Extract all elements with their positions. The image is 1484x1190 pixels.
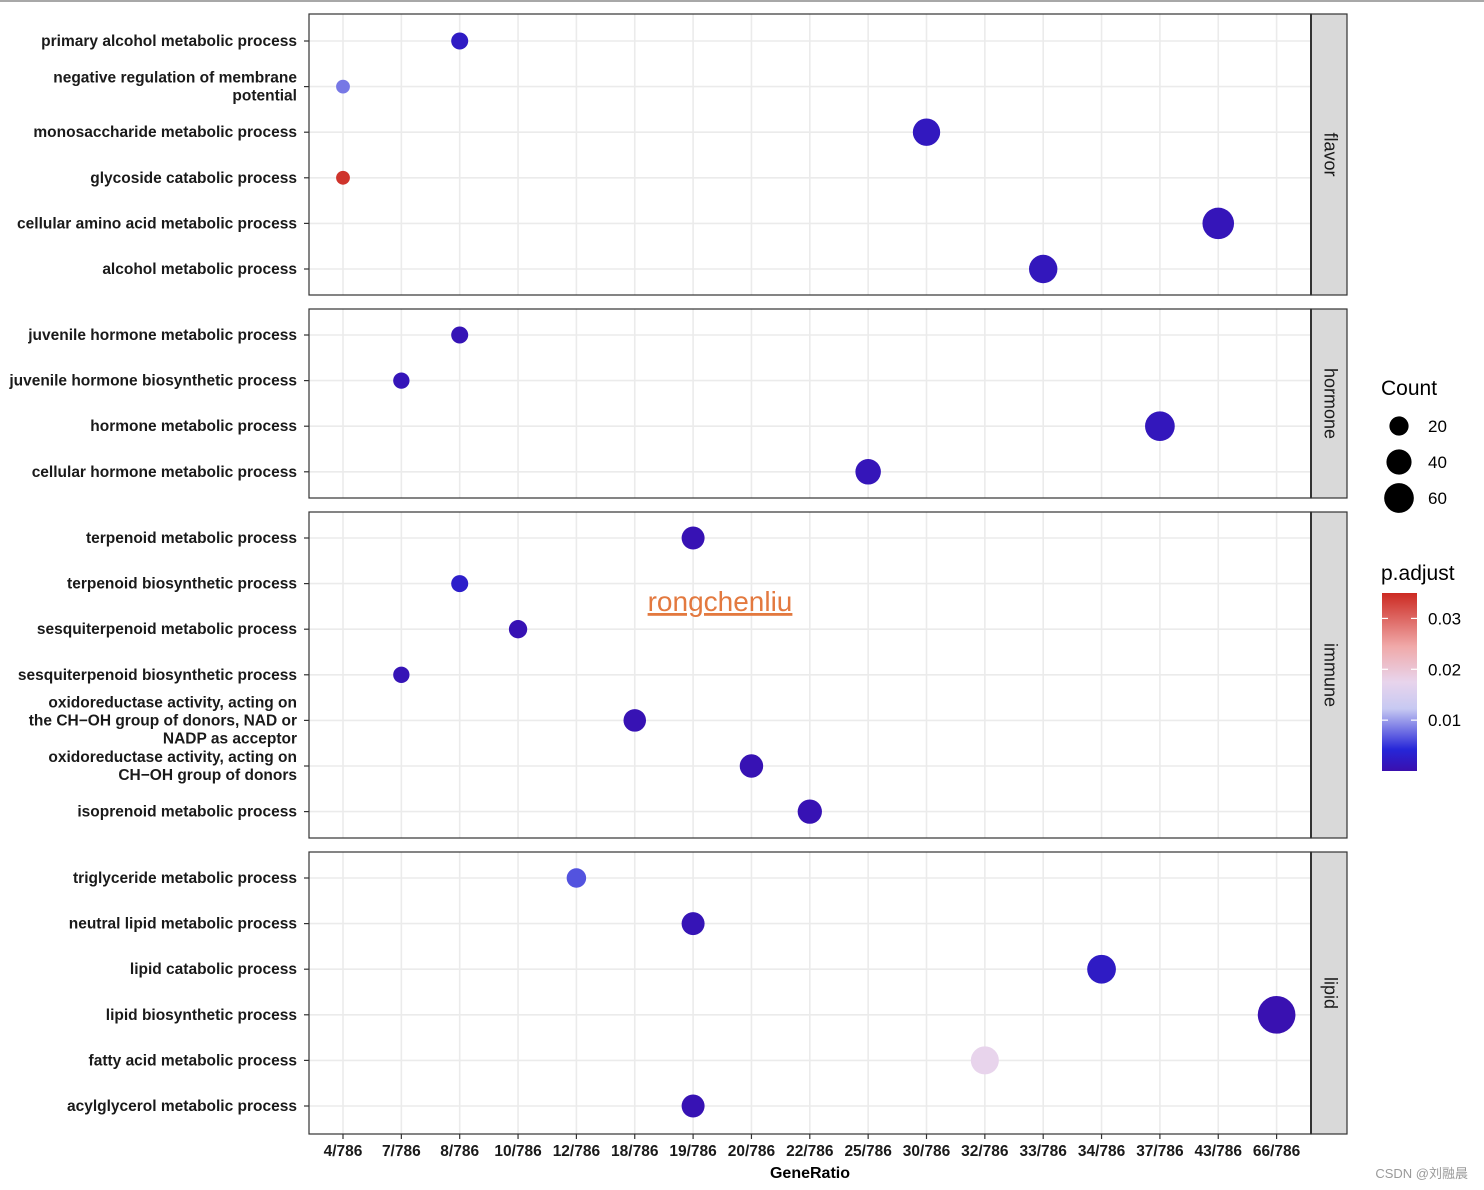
y-tick-label: lipid catabolic process [130, 961, 297, 978]
data-point [797, 799, 822, 824]
y-tick-label: fatty acid metabolic process [89, 1052, 297, 1069]
data-point [1028, 254, 1058, 284]
data-point [336, 79, 350, 94]
count-legend-label: 20 [1428, 417, 1447, 436]
count-legend-title: Count [1381, 377, 1437, 400]
data-point [681, 526, 705, 550]
x-tick-label: 33/786 [1019, 1143, 1067, 1160]
credit-text: CSDN @刘融晨 [1375, 1166, 1468, 1181]
x-tick-label: 10/786 [494, 1143, 542, 1160]
data-point [451, 575, 469, 593]
x-tick-label: 8/786 [440, 1143, 479, 1160]
y-tick-label: acylglycerol metabolic process [67, 1098, 297, 1115]
x-axis: 4/786 7/786 8/786 10/786 12/786 18/786 19/786 2… [324, 1134, 1301, 1160]
facet-strip-label: immune [1320, 643, 1340, 707]
data-point [739, 754, 764, 778]
p-adjust-legend-title: p.adjust [1381, 562, 1455, 585]
p-adjust-legend-label: 0.01 [1428, 711, 1461, 730]
count-legend-label: 60 [1428, 489, 1447, 508]
facet-panels: flavor primary alcohol metabolic process n… [8, 13, 1348, 1135]
data-point [393, 666, 410, 683]
facet-strip-label: flavor [1320, 132, 1340, 176]
y-tick-label: cellular amino acid metabolic process [17, 215, 297, 232]
y-tick-label: hormone metabolic process [90, 418, 297, 435]
x-tick-label: 18/786 [611, 1143, 659, 1160]
x-tick-label: 66/786 [1253, 1143, 1301, 1160]
x-tick-label: 22/786 [786, 1143, 834, 1160]
y-tick-label: monosaccharide metabolic process [33, 124, 297, 141]
watermark-text: rongchenliu [648, 586, 793, 617]
data-point [912, 118, 941, 146]
y-tick-label: sesquiterpenoid metabolic process [37, 621, 297, 638]
x-tick-label: 20/786 [728, 1143, 776, 1160]
facet-strip-hormone [1310, 308, 1348, 499]
y-tick-label: terpenoid biosynthetic process [67, 576, 297, 593]
y-tick-label: sesquiterpenoid biosynthetic process [18, 667, 297, 684]
data-point [566, 868, 587, 888]
p-adjust-colorbar [1382, 593, 1417, 771]
facet-panel-hormone: hormone juvenile hormone metabolic proces… [8, 308, 1348, 499]
facet-panel-lipid: lipid triglyceride metabolic process neutr… [67, 851, 1348, 1135]
y-tick-label: isoprenoid metabolic process [77, 804, 297, 821]
y-tick-label: glycoside catabolic process [90, 170, 297, 187]
y-tick-label: primary alcohol metabolic process [41, 33, 297, 50]
y-tick-label: juvenile hormone metabolic process [27, 327, 297, 344]
count-legend-key [1389, 416, 1409, 436]
data-point [681, 912, 705, 936]
facet-strip-label: lipid [1320, 977, 1340, 1009]
data-point [393, 372, 410, 389]
facet-panel-immune: immune terpenoid metabolic process terpeno… [18, 511, 1348, 839]
y-tick-label: alcohol metabolic process [102, 261, 297, 278]
x-axis-title: GeneRatio [770, 1165, 850, 1182]
facet-strip-immune [1310, 511, 1348, 839]
x-tick-label: 19/786 [669, 1143, 717, 1160]
x-tick-label: 25/786 [844, 1143, 892, 1160]
y-tick-label: neutral lipid metabolic process [69, 916, 297, 933]
x-tick-label: 4/786 [324, 1143, 363, 1160]
x-tick-label: 43/786 [1195, 1143, 1243, 1160]
data-point [1257, 995, 1296, 1034]
y-tick-label: cellular hormone metabolic process [32, 464, 297, 481]
x-tick-label: 34/786 [1078, 1143, 1126, 1160]
data-point [1145, 411, 1175, 442]
y-tick-label: lipid biosynthetic process [106, 1007, 297, 1024]
data-point [970, 1046, 999, 1075]
data-point [855, 459, 881, 485]
data-point [623, 709, 647, 732]
facet-strip-label: hormone [1320, 368, 1340, 439]
data-point [681, 1094, 705, 1118]
y-tick-label: negative regulation of membrane potential [53, 70, 297, 105]
y-tick-label: triglyceride metabolic process [73, 870, 297, 887]
x-tick-label: 7/786 [382, 1143, 421, 1160]
y-tick-label: oxidoreductase activity, acting on the CH… [29, 694, 297, 747]
x-tick-label: 30/786 [903, 1143, 951, 1160]
y-tick-label: juvenile hormone biosynthetic process [8, 373, 297, 390]
facet-strip-flavor [1310, 13, 1348, 296]
x-tick-label: 12/786 [553, 1143, 601, 1160]
x-tick-label: 37/786 [1136, 1143, 1184, 1160]
count-legend-key [1384, 483, 1414, 513]
y-tick-label: oxidoreductase activity, acting on CH−OH … [48, 749, 297, 784]
x-tick-label: 32/786 [961, 1143, 1009, 1160]
data-point [508, 620, 528, 639]
count-legend: Count 20 40 60 [1381, 377, 1447, 513]
count-legend-key [1386, 449, 1412, 475]
data-point [1087, 954, 1116, 984]
p-adjust-legend-label: 0.02 [1428, 660, 1461, 679]
y-tick-label: terpenoid metabolic process [86, 530, 297, 547]
facet-strip-lipid [1310, 851, 1348, 1135]
facet-panel-flavor: flavor primary alcohol metabolic process n… [17, 13, 1348, 296]
count-legend-label: 40 [1428, 453, 1447, 472]
data-point [336, 170, 350, 185]
data-point [1202, 207, 1235, 240]
data-point [451, 32, 469, 50]
window-top-border [0, 0, 1484, 2]
p-adjust-legend-label: 0.03 [1428, 609, 1461, 628]
data-point [451, 326, 469, 344]
p-adjust-legend: p.adjust 0.03 0.02 0.01 [1381, 562, 1461, 771]
